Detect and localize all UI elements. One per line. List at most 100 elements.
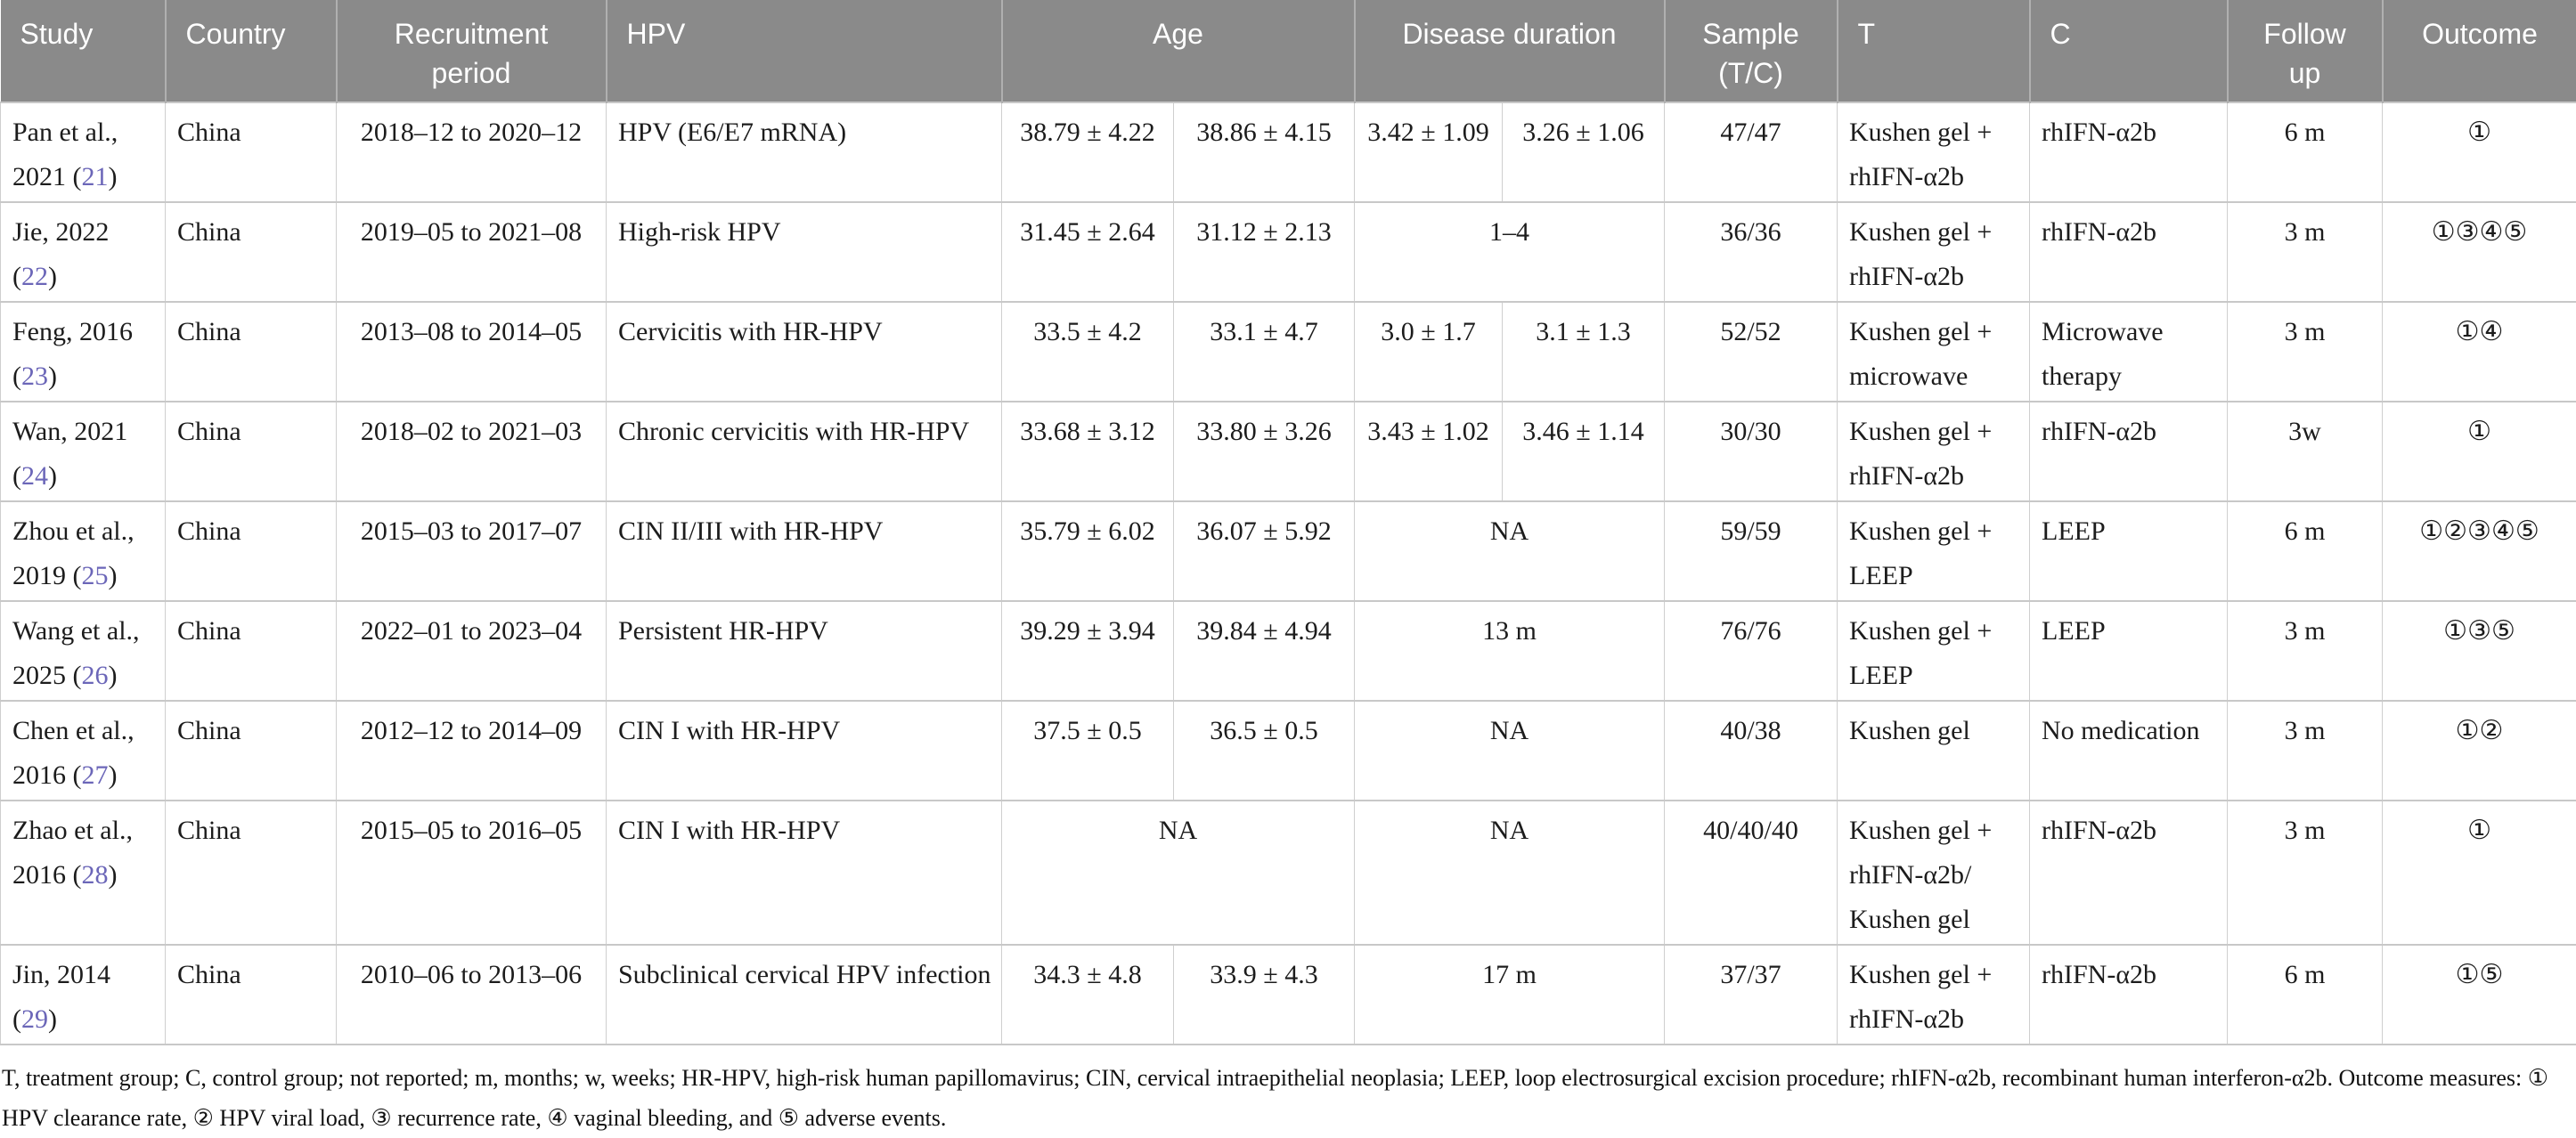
- cell-treatment: Kushen gel + rhIFN-α2b: [1838, 402, 2030, 501]
- cell-outcome: ①: [2383, 801, 2576, 945]
- cell-outcome: ①④: [2383, 302, 2576, 402]
- citation-link[interactable]: 25: [82, 561, 109, 590]
- study-label-close: ): [109, 162, 118, 191]
- header-sample: Sample (T/C): [1665, 0, 1838, 102]
- cell-hpv: Chronic cervicitis with HR-HPV: [607, 402, 1002, 501]
- cell-duration-control: 3.26 ± 1.06: [1503, 102, 1665, 202]
- cell-recruitment-period: 2010–06 to 2013–06: [337, 945, 607, 1045]
- cell-study: Zhou et al., 2019 (25): [1, 501, 166, 601]
- cell-duration-control: 3.46 ± 1.14: [1503, 402, 1665, 501]
- header-age: Age: [1002, 0, 1355, 102]
- cell-age-control: 33.80 ± 3.26: [1174, 402, 1355, 501]
- cell-follow-up: 3 m: [2228, 701, 2383, 801]
- cell-age-treatment: 38.79 ± 4.22: [1002, 102, 1174, 202]
- citation-link[interactable]: 29: [21, 1004, 48, 1034]
- cell-recruitment-period: 2018–02 to 2021–03: [337, 402, 607, 501]
- cell-country: China: [166, 102, 337, 202]
- cell-follow-up: 6 m: [2228, 945, 2383, 1045]
- cell-age-treatment: 31.45 ± 2.64: [1002, 202, 1174, 302]
- citation-link[interactable]: 27: [82, 760, 109, 790]
- table-header: Study Country Recruitment period HPV Age…: [1, 0, 2576, 102]
- cell-study: Feng, 2016 (23): [1, 302, 166, 402]
- cell-treatment: Kushen gel + rhIFN-α2b: [1838, 945, 2030, 1045]
- cell-follow-up: 6 m: [2228, 501, 2383, 601]
- table-row: Wang et al., 2025 (26) China 2022–01 to …: [1, 601, 2576, 701]
- cell-treatment: Kushen gel + LEEP: [1838, 501, 2030, 601]
- cell-country: China: [166, 801, 337, 945]
- included-studies-table: Study Country Recruitment period HPV Age…: [0, 0, 2576, 1045]
- table-row: Feng, 2016 (23) China 2013–08 to 2014–05…: [1, 302, 2576, 402]
- cell-country: China: [166, 302, 337, 402]
- cell-sample: 30/30: [1665, 402, 1838, 501]
- cell-duration-merged: 1–4: [1355, 202, 1665, 302]
- cell-age-control: 36.07 ± 5.92: [1174, 501, 1355, 601]
- cell-sample: 59/59: [1665, 501, 1838, 601]
- header-study: Study: [1, 0, 166, 102]
- table-footnote: T, treatment group; C, control group; no…: [2, 1058, 2574, 1138]
- study-label-close: ): [109, 860, 118, 890]
- cell-age-treatment: 39.29 ± 3.94: [1002, 601, 1174, 701]
- cell-recruitment-period: 2015–05 to 2016–05: [337, 801, 607, 945]
- header-recruitment-period: Recruitment period: [337, 0, 607, 102]
- study-label-close: ): [48, 461, 57, 491]
- cell-hpv: CIN I with HR-HPV: [607, 701, 1002, 801]
- cell-age-treatment: 37.5 ± 0.5: [1002, 701, 1174, 801]
- cell-outcome: ①③⑤: [2383, 601, 2576, 701]
- header-hpv: HPV: [607, 0, 1002, 102]
- cell-age-treatment: 33.5 ± 4.2: [1002, 302, 1174, 402]
- cell-recruitment-period: 2019–05 to 2021–08: [337, 202, 607, 302]
- study-label-close: ): [48, 262, 57, 291]
- cell-outcome: ①②③④⑤: [2383, 501, 2576, 601]
- citation-link[interactable]: 22: [21, 262, 48, 291]
- cell-treatment: Kushen gel + microwave: [1838, 302, 2030, 402]
- header-row: Study Country Recruitment period HPV Age…: [1, 0, 2576, 102]
- citation-link[interactable]: 23: [21, 362, 48, 391]
- study-label: Wang et al., 2025 (: [12, 616, 140, 690]
- table-body: Pan et al., 2021 (21) China 2018–12 to 2…: [1, 102, 2576, 1045]
- cell-recruitment-period: 2013–08 to 2014–05: [337, 302, 607, 402]
- cell-hpv: CIN II/III with HR-HPV: [607, 501, 1002, 601]
- table-row: Zhao et al., 2016 (28) China 2015–05 to …: [1, 801, 2576, 945]
- citation-link[interactable]: 26: [82, 661, 109, 690]
- cell-control: rhIFN-α2b: [2030, 102, 2228, 202]
- cell-treatment: Kushen gel: [1838, 701, 2030, 801]
- cell-duration-control: 3.1 ± 1.3: [1503, 302, 1665, 402]
- cell-age-control: 33.1 ± 4.7: [1174, 302, 1355, 402]
- cell-outcome: ①: [2383, 402, 2576, 501]
- cell-sample: 40/40/40: [1665, 801, 1838, 945]
- cell-duration-merged: NA: [1355, 801, 1665, 945]
- cell-sample: 40/38: [1665, 701, 1838, 801]
- cell-age-treatment: 33.68 ± 3.12: [1002, 402, 1174, 501]
- cell-hpv: CIN I with HR-HPV: [607, 801, 1002, 945]
- citation-link[interactable]: 24: [21, 461, 48, 491]
- cell-treatment: Kushen gel + rhIFN-α2b/ Kushen gel: [1838, 801, 2030, 945]
- header-follow-up: Follow up: [2228, 0, 2383, 102]
- cell-study: Pan et al., 2021 (21): [1, 102, 166, 202]
- cell-duration-treatment: 3.43 ± 1.02: [1355, 402, 1503, 501]
- cell-duration-treatment: 3.0 ± 1.7: [1355, 302, 1503, 402]
- cell-hpv: Persistent HR-HPV: [607, 601, 1002, 701]
- cell-sample: 36/36: [1665, 202, 1838, 302]
- cell-control: No medication: [2030, 701, 2228, 801]
- cell-country: China: [166, 501, 337, 601]
- study-label-close: ): [109, 661, 118, 690]
- cell-country: China: [166, 601, 337, 701]
- cell-recruitment-period: 2022–01 to 2023–04: [337, 601, 607, 701]
- cell-hpv: HPV (E6/E7 mRNA): [607, 102, 1002, 202]
- cell-follow-up: 3 m: [2228, 302, 2383, 402]
- cell-country: China: [166, 202, 337, 302]
- cell-follow-up: 3 m: [2228, 801, 2383, 945]
- header-country: Country: [166, 0, 337, 102]
- study-label-close: ): [109, 760, 118, 790]
- study-label-close: ): [109, 561, 118, 590]
- citation-link[interactable]: 28: [82, 860, 109, 890]
- cell-follow-up: 6 m: [2228, 102, 2383, 202]
- cell-outcome: ①②: [2383, 701, 2576, 801]
- cell-country: China: [166, 402, 337, 501]
- cell-age-control: 38.86 ± 4.15: [1174, 102, 1355, 202]
- citation-link[interactable]: 21: [82, 162, 109, 191]
- cell-hpv: Cervicitis with HR-HPV: [607, 302, 1002, 402]
- table-row: Jie, 2022 (22) China 2019–05 to 2021–08 …: [1, 202, 2576, 302]
- cell-outcome: ①: [2383, 102, 2576, 202]
- cell-sample: 37/37: [1665, 945, 1838, 1045]
